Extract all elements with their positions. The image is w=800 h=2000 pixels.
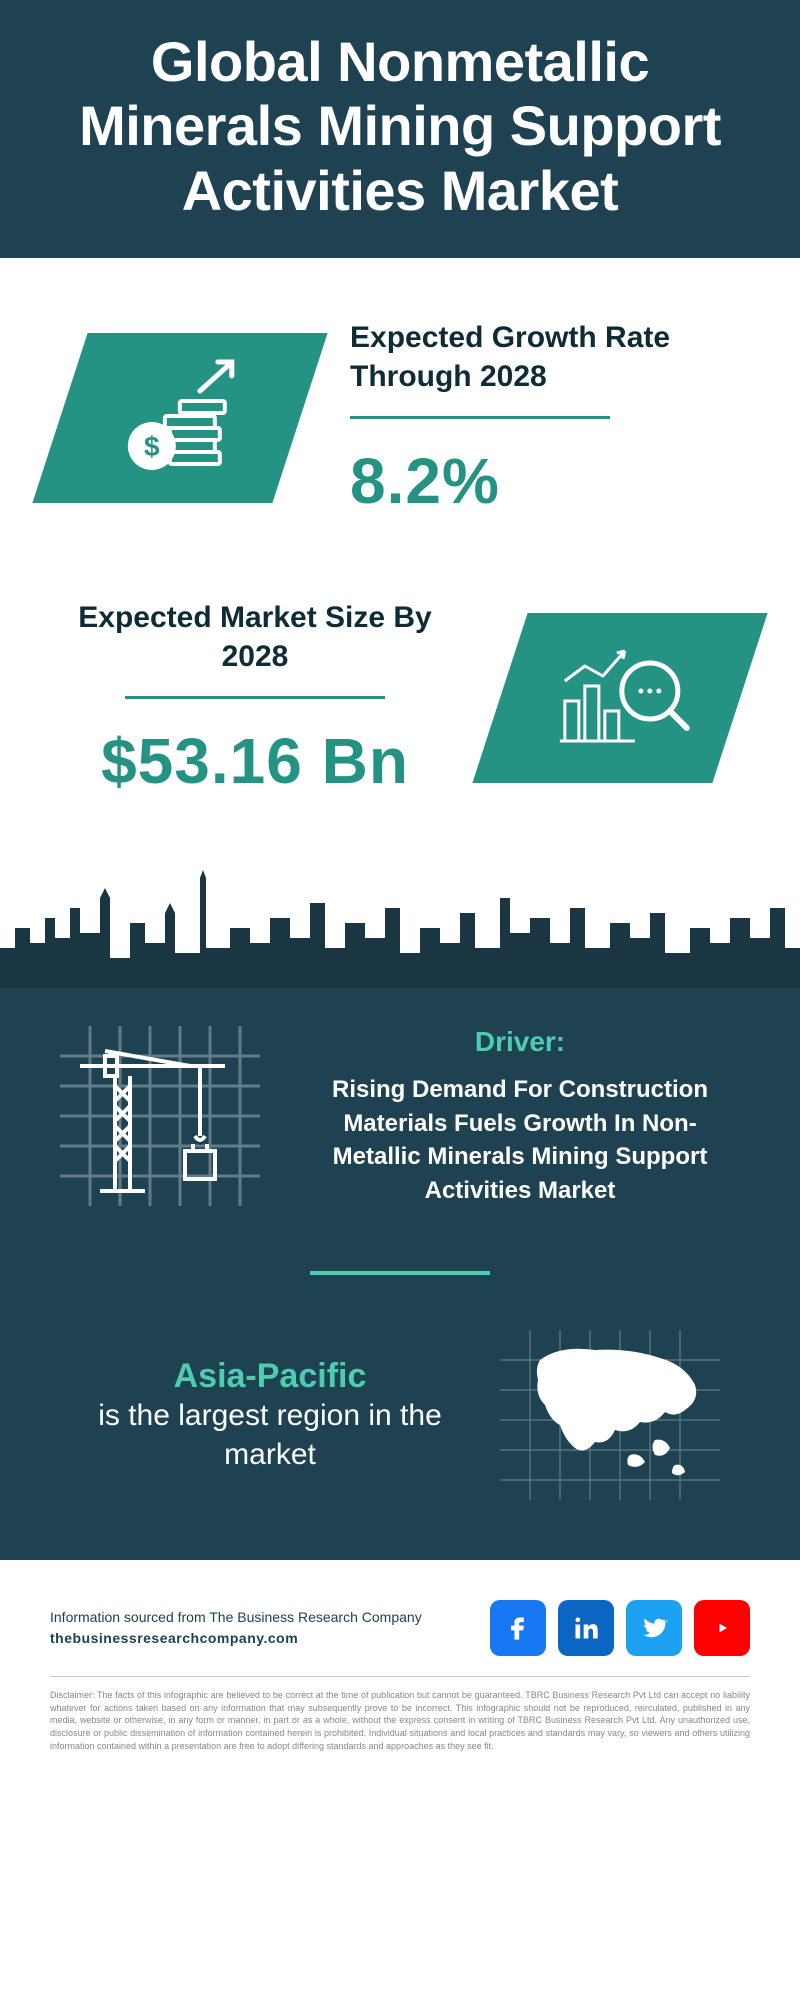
header-banner: Global Nonmetallic Minerals Mining Suppo… — [0, 0, 800, 258]
driver-description: Rising Demand For Construction Materials… — [300, 1073, 740, 1207]
disclaimer-text: Disclaimer: The facts of this infographi… — [50, 1689, 750, 1752]
skyline-silhouette — [0, 868, 800, 988]
growth-section: $ Expected Growth Rate Through 2028 8.2% — [0, 258, 800, 558]
dark-info-section: Driver: Rising Demand For Construction M… — [0, 986, 800, 1560]
market-size-value: $53.16 Bn — [60, 724, 450, 798]
growth-value: 8.2% — [350, 444, 740, 518]
page-title: Global Nonmetallic Minerals Mining Suppo… — [40, 30, 760, 223]
crane-icon-area — [60, 1026, 260, 1211]
region-text-block: Asia-Pacific is the largest region in th… — [80, 1357, 460, 1474]
social-icons-row — [490, 1600, 750, 1656]
source-line-2: thebusinessresearchcompany.com — [50, 1628, 422, 1649]
twitter-icon[interactable] — [626, 1600, 682, 1656]
market-size-label: Expected Market Size By 2028 — [60, 598, 450, 676]
linkedin-icon[interactable] — [558, 1600, 614, 1656]
region-row: Asia-Pacific is the largest region in th… — [60, 1330, 740, 1500]
market-size-stat: Expected Market Size By 2028 $53.16 Bn — [60, 598, 450, 798]
dollar-growth-icon: $ — [110, 356, 250, 476]
asia-map-icon — [500, 1330, 720, 1500]
chart-magnify-icon — [545, 631, 695, 761]
svg-text:$: $ — [144, 431, 160, 462]
divider — [125, 696, 385, 699]
driver-text-block: Driver: Rising Demand For Construction M… — [300, 1026, 740, 1207]
region-subtext: is the largest region in the market — [80, 1396, 460, 1474]
growth-stat: Expected Growth Rate Through 2028 8.2% — [350, 318, 740, 518]
section-divider — [310, 1271, 490, 1275]
growth-icon-panel: $ — [32, 333, 327, 503]
region-highlight: Asia-Pacific — [80, 1357, 460, 1396]
driver-row: Driver: Rising Demand For Construction M… — [60, 1016, 740, 1211]
market-icon-panel — [472, 613, 767, 783]
youtube-icon[interactable] — [694, 1600, 750, 1656]
crane-icon — [60, 1026, 260, 1206]
footer: Information sourced from The Business Re… — [0, 1560, 800, 1772]
facebook-icon[interactable] — [490, 1600, 546, 1656]
source-attribution: Information sourced from The Business Re… — [50, 1607, 422, 1649]
divider — [350, 416, 610, 419]
footer-top-row: Information sourced from The Business Re… — [50, 1600, 750, 1656]
driver-title: Driver: — [300, 1026, 740, 1058]
footer-divider — [50, 1676, 750, 1677]
source-line-1: Information sourced from The Business Re… — [50, 1607, 422, 1628]
market-size-section: Expected Market Size By 2028 $53.16 Bn — [0, 558, 800, 868]
growth-label: Expected Growth Rate Through 2028 — [350, 318, 740, 396]
